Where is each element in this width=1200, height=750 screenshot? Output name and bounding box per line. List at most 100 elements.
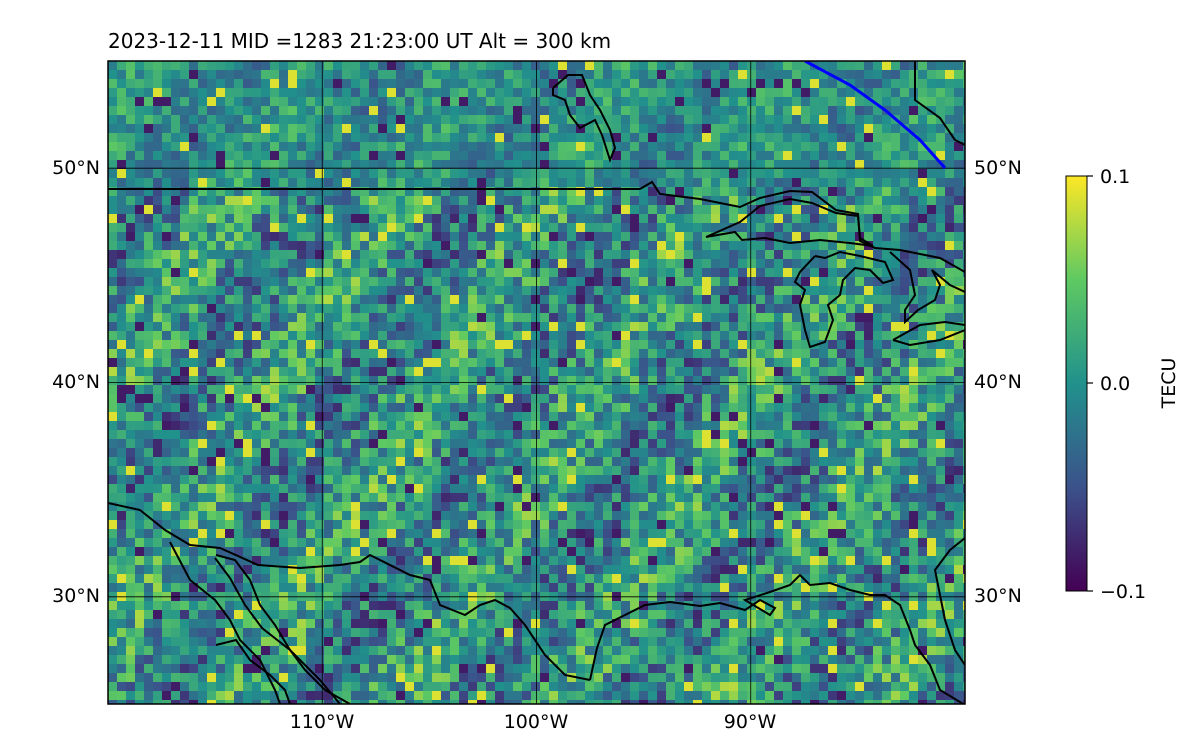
- tec-cell: [603, 430, 613, 440]
- tec-cell: [567, 61, 577, 71]
- tec-cell: [315, 79, 325, 89]
- tec-cell: [828, 151, 838, 161]
- tec-cell: [189, 133, 199, 143]
- tec-cell: [288, 178, 298, 188]
- tec-cell: [963, 403, 965, 413]
- tec-cell: [639, 421, 649, 431]
- tec-cell: [441, 403, 451, 413]
- tec-cell: [936, 322, 946, 332]
- tec-cell: [684, 223, 694, 233]
- tec-cell: [459, 286, 469, 296]
- tec-cell: [504, 385, 514, 395]
- tec-cell: [198, 124, 208, 134]
- tec-cell: [522, 151, 532, 161]
- tec-cell: [873, 448, 883, 458]
- tec-cell: [477, 358, 487, 368]
- tec-cell: [396, 394, 406, 404]
- tec-cell: [693, 394, 703, 404]
- tec-cell: [765, 214, 775, 224]
- tec-cell: [855, 367, 865, 377]
- tec-cell: [216, 439, 226, 449]
- tec-cell: [738, 367, 748, 377]
- tec-cell: [594, 358, 604, 368]
- tec-cell: [207, 412, 217, 422]
- tec-cell: [909, 205, 919, 215]
- tec-cell: [396, 124, 406, 134]
- tec-cell: [315, 187, 325, 197]
- tec-cell: [756, 493, 766, 503]
- tec-cell: [909, 106, 919, 116]
- tec-cell: [126, 502, 136, 512]
- tec-cell: [801, 493, 811, 503]
- tec-cell: [828, 187, 838, 197]
- tec-cell: [333, 430, 343, 440]
- tec-cell: [504, 331, 514, 341]
- tec-cell: [756, 214, 766, 224]
- tec-cell: [702, 277, 712, 287]
- tec-cell: [405, 322, 415, 332]
- tec-cell: [234, 97, 244, 107]
- tec-cell: [522, 520, 532, 530]
- tec-cell: [792, 160, 802, 170]
- tec-cell: [477, 259, 487, 269]
- tec-cell: [666, 151, 676, 161]
- tec-cell: [954, 88, 964, 98]
- tec-cell: [765, 268, 775, 278]
- tec-cell: [189, 403, 199, 413]
- tec-cell: [531, 358, 541, 368]
- tec-cell: [918, 295, 928, 305]
- tec-cell: [963, 97, 965, 107]
- tec-cell: [954, 304, 964, 314]
- tec-cell: [837, 142, 847, 152]
- tec-cell: [729, 205, 739, 215]
- tec-cell: [549, 223, 559, 233]
- tec-cell: [900, 376, 910, 386]
- tec-cell: [774, 304, 784, 314]
- tec-cell: [315, 97, 325, 107]
- tec-cell: [216, 223, 226, 233]
- tec-cell: [918, 223, 928, 233]
- tec-cell: [504, 142, 514, 152]
- tec-cell: [540, 205, 550, 215]
- tec-cell: [855, 277, 865, 287]
- tec-cell: [621, 187, 631, 197]
- tec-cell: [279, 340, 289, 350]
- tec-cell: [801, 520, 811, 530]
- tec-cell: [873, 61, 883, 71]
- tec-cell: [792, 133, 802, 143]
- tec-cell: [135, 97, 145, 107]
- tec-cell: [891, 196, 901, 206]
- tec-cell: [414, 448, 424, 458]
- tec-cell: [495, 475, 505, 485]
- tec-cell: [504, 61, 514, 71]
- tec-cell: [837, 223, 847, 233]
- tec-cell: [270, 475, 280, 485]
- tec-cell: [342, 412, 352, 422]
- tec-cell: [171, 160, 181, 170]
- tec-cell: [765, 286, 775, 296]
- tec-cell: [234, 484, 244, 494]
- tec-cell: [882, 79, 892, 89]
- tec-cell: [621, 367, 631, 377]
- tec-cell: [189, 286, 199, 296]
- tec-cell: [846, 493, 856, 503]
- tec-cell: [927, 412, 937, 422]
- tec-cell: [198, 403, 208, 413]
- tec-cell: [351, 412, 361, 422]
- tec-cell: [225, 241, 235, 251]
- tec-cell: [522, 115, 532, 125]
- tec-cell: [720, 493, 730, 503]
- tec-cell: [504, 250, 514, 260]
- tec-cell: [684, 214, 694, 224]
- tec-cell: [819, 412, 829, 422]
- tec-cell: [540, 466, 550, 476]
- tec-cell: [423, 268, 433, 278]
- tec-cell: [765, 196, 775, 206]
- tec-cell: [387, 457, 397, 467]
- tec-cell: [225, 412, 235, 422]
- tec-cell: [738, 70, 748, 80]
- tec-cell: [855, 484, 865, 494]
- tec-cell: [585, 340, 595, 350]
- tec-cell: [486, 205, 496, 215]
- tec-cell: [396, 214, 406, 224]
